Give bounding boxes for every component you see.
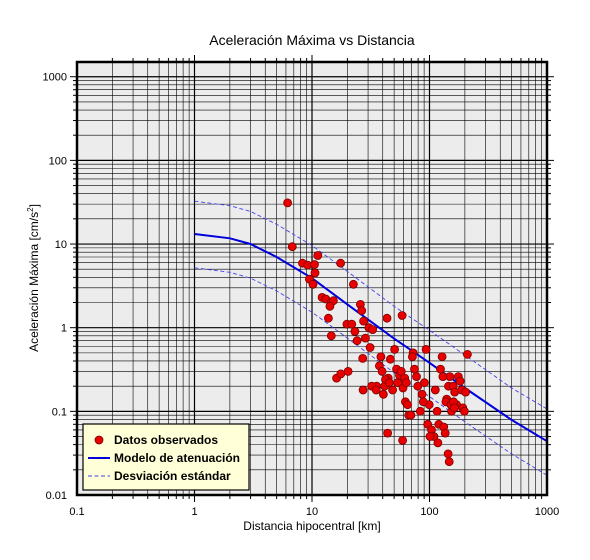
data-point: [310, 268, 320, 278]
data-point: [378, 389, 388, 399]
legend-box: [82, 423, 250, 491]
data-point: [440, 428, 450, 438]
data-point: [433, 438, 443, 448]
data-point: [376, 352, 386, 362]
std-lower-line: [194, 267, 548, 476]
data-point: [325, 301, 335, 311]
data-point: [398, 435, 408, 445]
data-point: [385, 354, 395, 364]
data-point: [388, 385, 398, 395]
data-point: [336, 369, 346, 379]
data-point: [348, 279, 358, 289]
x-tick-label: 100: [420, 506, 438, 518]
data-point: [343, 366, 353, 376]
x-tick-label: 10: [306, 506, 318, 518]
data-point: [443, 449, 453, 459]
data-point: [462, 349, 472, 359]
data-point: [308, 279, 318, 289]
data-point: [410, 364, 419, 374]
data-point: [382, 313, 392, 323]
data-point: [418, 397, 428, 407]
std-upper-line: [194, 200, 548, 410]
data-point: [313, 251, 323, 260]
data-point: [347, 319, 357, 329]
data-point: [283, 198, 293, 208]
data-point: [430, 385, 440, 395]
chart-title: Aceleración Máxima vs Distancia: [209, 32, 415, 48]
data-point: [438, 372, 448, 382]
data-point: [310, 260, 319, 269]
y-axis-label-exponent: 2: [26, 207, 35, 212]
data-point: [436, 364, 445, 374]
data-point: [350, 327, 360, 336]
data-point: [407, 352, 417, 362]
data-point: [461, 387, 471, 397]
data-point: [358, 385, 368, 395]
legend-label: Datos observados: [114, 433, 218, 447]
x-axis-tick-labels: 0.1 1 10 100 1000: [69, 506, 559, 518]
y-tick-label: 1000: [43, 72, 67, 84]
data-point: [397, 311, 407, 320]
y-tick-label: 10: [55, 239, 67, 251]
data-point: [415, 406, 425, 416]
axis-ticks: [70, 55, 554, 502]
data-point: [449, 403, 459, 413]
data-point: [326, 331, 336, 341]
data-point: [358, 353, 368, 363]
y-tick-label: 1: [61, 323, 67, 335]
y-axis-label-main: Aceleración Máxima [cm/s: [27, 212, 41, 352]
legend-label: Modelo de atenuación: [114, 451, 240, 465]
data-point: [336, 258, 346, 268]
y-axis-tick-labels: 0.01 0.1 1 10 100 1000: [43, 72, 67, 502]
data-point: [455, 376, 465, 386]
legend: Datos observados Modelo de atenuación Desv…: [82, 423, 250, 491]
data-point: [287, 242, 297, 252]
data-point: [459, 406, 469, 416]
y-axis-label-suffix: ]: [27, 204, 41, 207]
data-point: [371, 385, 381, 395]
y-axis-label: Aceleración Máxima [cm/s2]: [26, 204, 41, 352]
data-point: [432, 406, 442, 416]
data-point: [425, 432, 435, 441]
data-point: [377, 366, 387, 376]
data-point: [357, 306, 367, 316]
legend-items: Datos observados Modelo de atenuación Desv…: [88, 433, 240, 483]
data-point: [384, 378, 394, 388]
attenuation-model-line: [194, 233, 548, 443]
x-tick-label: 1: [191, 506, 197, 518]
y-tick-label: 100: [49, 155, 67, 167]
x-axis-label: Distancia hipocentral [km]: [243, 519, 380, 533]
x-tick-label: 0.1: [69, 506, 84, 518]
data-point: [406, 410, 416, 420]
data-point: [421, 344, 431, 354]
y-tick-label: 0.01: [46, 490, 67, 502]
data-point: [323, 313, 333, 323]
y-tick-label: 0.1: [52, 406, 67, 418]
data-point: [368, 325, 378, 335]
data-point: [403, 400, 413, 410]
data-point: [437, 352, 447, 362]
data-point: [352, 336, 362, 346]
data-point: [419, 378, 429, 388]
data-point: [412, 372, 421, 382]
data-point: [417, 389, 427, 399]
data-point: [360, 333, 370, 343]
x-tick-label: 1000: [535, 506, 559, 518]
data-point: [390, 344, 400, 354]
legend-label: Desviación estándar: [114, 469, 231, 483]
data-point: [444, 457, 454, 467]
data-point: [383, 428, 393, 438]
data-point: [359, 316, 369, 326]
legend-point-symbol: [94, 435, 104, 445]
series-layer: [194, 198, 548, 476]
data-point: [365, 343, 375, 352]
data-point: [401, 378, 411, 388]
